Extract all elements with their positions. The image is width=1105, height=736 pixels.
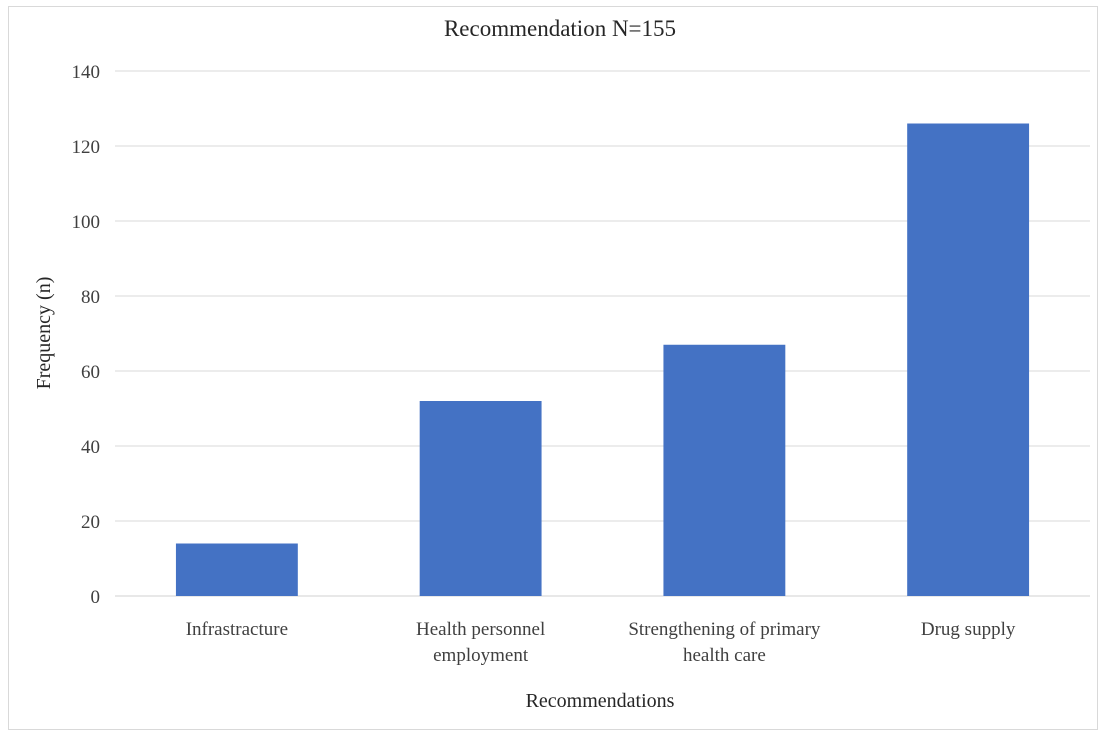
chart-title: Recommendation N=155 [444,16,676,41]
y-tick-label: 40 [81,437,100,458]
y-tick-label: 100 [72,212,101,233]
bar [175,543,298,596]
x-axis-label: Recommendations [526,690,675,712]
x-axis-categories: Infrastracture Health personnel employment… [186,619,1016,666]
y-tick-label: 20 [81,512,100,533]
bar [663,344,786,596]
x-category-label: Infrastracture [186,619,288,640]
x-category-label: Drug supply [921,619,1016,640]
y-axis-label: Frequency (n) [33,277,55,390]
bars [175,123,1030,596]
y-axis-ticks: 0 20 40 60 80 100 120 140 [72,62,101,608]
bar [907,123,1030,596]
y-tick-label: 60 [81,362,100,383]
bar [419,401,542,596]
y-tick-label: 140 [72,62,101,83]
y-tick-label: 0 [91,587,101,608]
x-category-label: Strengthening of primary health care [628,619,821,666]
y-tick-label: 120 [72,137,101,158]
x-category-label: Health personnel employment [416,619,545,666]
y-tick-label: 80 [81,287,100,308]
